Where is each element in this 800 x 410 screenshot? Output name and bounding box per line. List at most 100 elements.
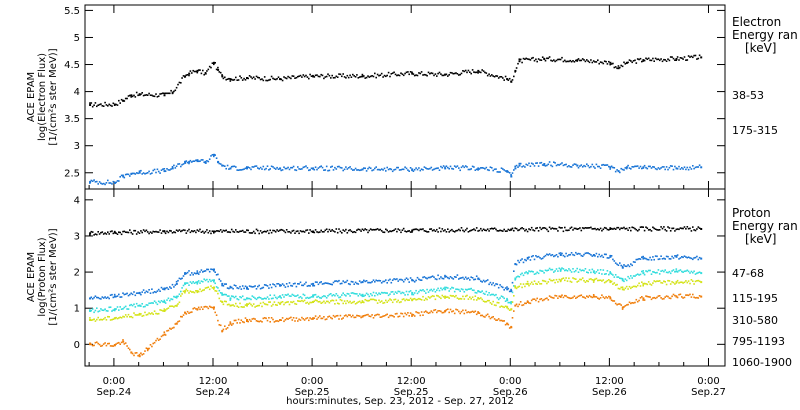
proton-data-point xyxy=(503,320,505,322)
proton-data-point xyxy=(374,299,376,301)
proton-data-point xyxy=(493,284,496,287)
proton-data-point xyxy=(608,229,610,231)
electron-data-point xyxy=(522,57,525,60)
proton-data-point xyxy=(122,292,124,294)
electron-data-point xyxy=(554,162,556,164)
electron-data-point-key xyxy=(617,67,620,70)
proton-data-point xyxy=(174,296,177,298)
electron-data-point xyxy=(656,168,658,171)
electron-data-point xyxy=(603,60,606,62)
electron-data-point xyxy=(480,71,482,74)
proton-data-point xyxy=(173,231,175,233)
proton-data-point xyxy=(374,314,376,317)
proton-data-point xyxy=(246,229,248,231)
proton-data-point xyxy=(302,293,305,296)
proton-data-point xyxy=(345,314,347,316)
proton-data-point xyxy=(679,257,682,259)
proton-data-point xyxy=(112,296,115,299)
proton-data-point xyxy=(129,229,131,231)
electron-data-point xyxy=(274,78,277,81)
proton-data-point xyxy=(94,320,97,322)
proton-data-point xyxy=(162,230,164,232)
electron-data-point xyxy=(453,72,456,75)
proton-data-point xyxy=(541,270,544,272)
proton-data-point xyxy=(504,230,507,232)
proton-data-point xyxy=(473,278,475,281)
proton-data-point xyxy=(266,296,269,298)
proton-data-point xyxy=(378,229,380,231)
electron-data-point xyxy=(345,166,347,168)
proton-data-point xyxy=(394,291,397,293)
proton-data-point xyxy=(658,295,661,297)
proton-data-point xyxy=(667,295,669,298)
proton-data-point xyxy=(302,300,305,303)
proton-data-point xyxy=(290,301,292,303)
proton-data-point xyxy=(566,296,569,299)
proton-data-point xyxy=(393,229,395,231)
proton-data-point xyxy=(579,268,581,271)
electron-data-point xyxy=(431,169,434,171)
proton-data-point xyxy=(378,292,380,294)
proton-data-point xyxy=(379,316,382,318)
proton-data-point xyxy=(469,311,471,314)
proton-data-point xyxy=(464,229,467,231)
proton-data-point-key xyxy=(621,279,624,282)
proton-data-point xyxy=(537,230,540,232)
proton-data-point xyxy=(280,301,282,304)
proton-data-point-key xyxy=(279,284,282,287)
electron-data-point xyxy=(489,75,492,77)
proton-data-point xyxy=(372,279,375,281)
proton-data-point xyxy=(334,294,336,297)
proton-data-point xyxy=(166,286,168,289)
electron-data-point xyxy=(102,105,105,107)
proton-data-point xyxy=(273,294,276,297)
proton-data-point xyxy=(499,297,501,299)
proton-data-point xyxy=(570,252,573,254)
electron-data-point xyxy=(665,60,668,62)
proton-data-point xyxy=(693,229,695,231)
proton-data-point xyxy=(687,280,690,282)
proton-data-point xyxy=(416,298,419,301)
proton-data-point xyxy=(371,281,373,283)
proton-data-point xyxy=(588,294,591,297)
proton-data-point xyxy=(134,294,137,297)
proton-data-point xyxy=(211,287,214,289)
electron-data-point xyxy=(482,167,485,169)
proton-data-point xyxy=(597,255,599,258)
electron-data-point xyxy=(358,76,361,78)
proton-data-point xyxy=(683,270,686,273)
electron-data-point xyxy=(583,59,585,61)
proton-data-point xyxy=(240,288,243,290)
proton-data-point xyxy=(288,282,291,284)
proton-data-point xyxy=(204,305,207,308)
proton-data-point xyxy=(116,295,119,297)
proton-y-axis-label: ACE EPAM log(Proton Flux) [1/(cm²s ster … xyxy=(26,228,59,325)
proton-data-point xyxy=(228,231,230,233)
electron-data-point xyxy=(365,76,368,79)
electron-data-point-key xyxy=(213,61,215,64)
proton-data-point xyxy=(466,294,468,297)
x-tick-date-label: Sep.25 xyxy=(394,387,429,398)
proton-data-point xyxy=(295,285,298,288)
proton-data-point xyxy=(358,315,361,317)
electron-data-point xyxy=(433,168,435,171)
electron-data-point xyxy=(319,166,321,168)
proton-data-point xyxy=(236,305,238,307)
electron-data-point xyxy=(294,169,296,171)
proton-data-point xyxy=(430,295,433,298)
electron-data-point-key xyxy=(312,167,315,170)
proton-data-point-key xyxy=(113,295,116,298)
proton-data-point xyxy=(180,290,182,293)
proton-data-point xyxy=(584,281,587,283)
electron-data-point xyxy=(650,59,653,62)
proton-data-point xyxy=(91,319,94,321)
electron-data-point xyxy=(539,59,541,61)
proton-data-point xyxy=(425,277,427,279)
proton-data-point xyxy=(584,268,587,270)
proton-data-point xyxy=(186,271,189,274)
proton-data-point xyxy=(588,269,591,271)
electron-legend-title-line-3: [keV] xyxy=(745,41,776,55)
electron-data-point xyxy=(606,63,609,65)
proton-legend-series-3: 310-580 xyxy=(732,314,778,327)
proton-data-point xyxy=(420,311,423,313)
